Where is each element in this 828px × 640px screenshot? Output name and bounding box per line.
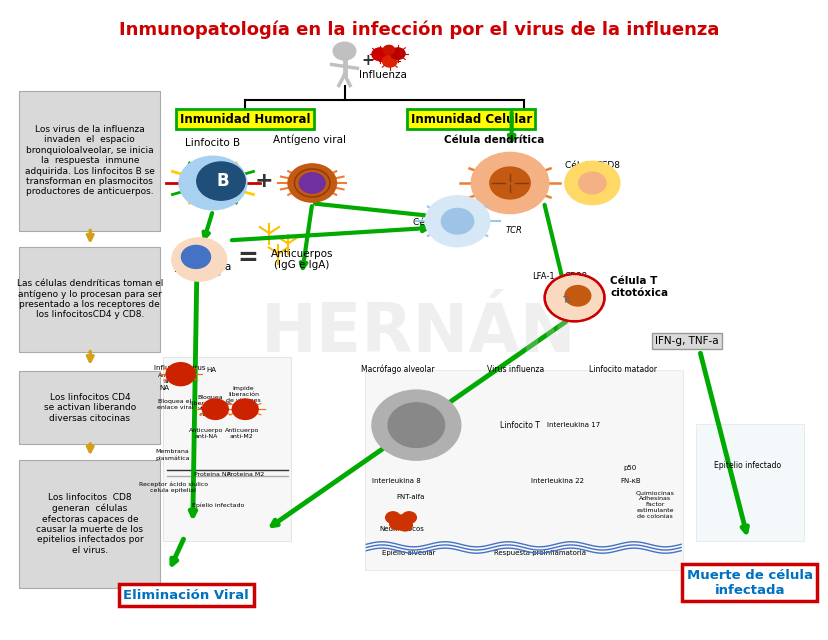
Text: Eliminación Viral: Eliminación Viral: [123, 589, 249, 602]
Circle shape: [470, 152, 548, 214]
Text: FNT-alfa: FNT-alfa: [396, 494, 425, 500]
Text: TCR: TCR: [505, 227, 522, 236]
Text: Proteina NA: Proteina NA: [195, 472, 231, 477]
Circle shape: [402, 512, 416, 524]
Text: HA: HA: [206, 367, 216, 372]
Circle shape: [232, 399, 258, 419]
Circle shape: [196, 162, 245, 200]
Text: Los virus de la influenza
invaden  el  espacio
bronquioloalveolar, se inicia
la : Los virus de la influenza invaden el esp…: [25, 125, 155, 196]
Circle shape: [564, 161, 619, 205]
Text: Anticuerpos
(IgG e IgA): Anticuerpos (IgG e IgA): [270, 249, 333, 270]
Text: Epitelio infectado: Epitelio infectado: [713, 461, 780, 470]
Circle shape: [440, 209, 473, 234]
Text: FN-κB: FN-κB: [619, 477, 640, 484]
Circle shape: [388, 403, 444, 447]
Text: Linfocito matador: Linfocito matador: [589, 365, 657, 374]
Circle shape: [181, 246, 210, 268]
Text: Interleukina 17: Interleukina 17: [546, 422, 599, 428]
Circle shape: [171, 238, 226, 281]
Circle shape: [166, 363, 195, 386]
Text: Proteina M2: Proteina M2: [226, 472, 263, 477]
Text: Epíelio alveolar: Epíelio alveolar: [382, 549, 436, 556]
Text: Linfocito B: Linfocito B: [185, 138, 240, 148]
Text: Virus influenza: Virus influenza: [487, 365, 544, 374]
Text: Antígeno viral: Antígeno viral: [273, 134, 346, 145]
Circle shape: [383, 45, 394, 54]
Text: Anticuerpo
anti-NA: Anticuerpo anti-NA: [189, 428, 224, 439]
Text: Célula T
citotóxica: Célula T citotóxica: [609, 276, 667, 298]
FancyBboxPatch shape: [162, 357, 291, 541]
Text: Linfocito T: Linfocito T: [499, 420, 539, 429]
Circle shape: [425, 196, 489, 246]
Circle shape: [372, 48, 388, 61]
FancyBboxPatch shape: [19, 460, 161, 588]
Text: Célula
plasmática: Célula plasmática: [174, 250, 231, 272]
FancyBboxPatch shape: [19, 371, 161, 444]
Text: Inmunidad Humoral: Inmunidad Humoral: [180, 113, 310, 126]
Text: Las células dendríticas toman el
antígeno y lo procesan para ser
presentado a lo: Las células dendríticas toman el antígen…: [17, 279, 163, 319]
Text: Receptor ácido síulico
celula epitelial: Receptor ácido síulico celula epitelial: [138, 481, 208, 493]
Text: Respuesta proinflamatoria: Respuesta proinflamatoria: [493, 550, 585, 556]
Text: Interleukina
23: Interleukina 23: [375, 435, 416, 447]
FancyBboxPatch shape: [695, 424, 803, 541]
Text: Impide
liberación
de viriones: Impide liberación de viriones: [226, 387, 261, 403]
Text: HERNÁN: HERNÁN: [261, 300, 576, 365]
Text: B: B: [216, 172, 229, 190]
Circle shape: [287, 164, 336, 202]
Text: Bloquea
liberación de
viriones
nuevos: Bloquea liberación de viriones nuevos: [190, 395, 231, 417]
Text: Influenza: Influenza: [358, 70, 406, 80]
Text: Bloquea el
enlace viral: Bloquea el enlace viral: [156, 399, 193, 410]
FancyBboxPatch shape: [19, 246, 161, 352]
Text: Anticuerpo
anti-HA: Anticuerpo anti-HA: [157, 373, 192, 384]
Circle shape: [299, 173, 325, 193]
Circle shape: [333, 42, 355, 60]
Text: IFN-g, TNF-a: IFN-g, TNF-a: [654, 336, 718, 346]
Text: TCR: TCR: [508, 198, 525, 207]
FancyBboxPatch shape: [19, 91, 161, 231]
Circle shape: [489, 167, 530, 199]
FancyBboxPatch shape: [364, 370, 682, 570]
Circle shape: [397, 520, 412, 531]
Text: Macrófago alveolar: Macrófago alveolar: [360, 365, 434, 374]
Circle shape: [382, 56, 397, 67]
Circle shape: [179, 156, 247, 210]
Text: =: =: [237, 246, 258, 270]
Text: Quimiocinas
Adhesinas
Factor
estimulante
de colonias: Quimiocinas Adhesinas Factor estimulante…: [635, 491, 674, 519]
Circle shape: [546, 276, 601, 319]
Text: Los linfocitos  CD8
generan  células
efectoras capaces de
causar la muerte de lo: Los linfocitos CD8 generan células efect…: [36, 493, 143, 555]
Circle shape: [389, 518, 404, 530]
Text: Neumococos: Neumococos: [379, 526, 424, 532]
Text: Inmunidad Celular: Inmunidad Celular: [410, 113, 532, 126]
Text: Célula TCD4: Célula TCD4: [412, 218, 468, 227]
Circle shape: [202, 399, 228, 419]
Text: To: To: [561, 296, 570, 305]
Text: Membrana
plasmática: Membrana plasmática: [155, 449, 190, 461]
Circle shape: [385, 512, 400, 524]
Text: Interleukina 22: Interleukina 22: [531, 477, 584, 484]
Text: LFA-1: LFA-1: [532, 272, 555, 281]
Text: Influenza virus: Influenza virus: [154, 365, 205, 371]
Text: NA: NA: [159, 385, 169, 391]
Text: Interleukina 8: Interleukina 8: [372, 477, 420, 484]
Text: Inmunopatología en la infección por el virus de la influenza: Inmunopatología en la infección por el v…: [118, 21, 718, 39]
Circle shape: [578, 172, 605, 194]
Text: +: +: [361, 52, 374, 67]
Circle shape: [390, 48, 405, 60]
Text: Célula dendrítica: Célula dendrítica: [443, 135, 543, 145]
Circle shape: [564, 285, 590, 306]
Text: CD28: CD28: [564, 272, 587, 281]
Circle shape: [372, 390, 460, 460]
Text: Epíelio infectado: Epíelio infectado: [192, 502, 244, 508]
Text: p50: p50: [623, 465, 636, 471]
Circle shape: [393, 515, 408, 527]
Text: Anticuerpo
anti-M2: Anticuerpo anti-M2: [224, 428, 259, 439]
Text: Muerte de célula
infectada: Muerte de célula infectada: [686, 568, 811, 596]
Text: Los linfocitos CD4
se activan liberando
diversas citocinas: Los linfocitos CD4 se activan liberando …: [44, 393, 136, 422]
Text: +: +: [254, 171, 272, 191]
Text: Célula TCD8: Célula TCD8: [564, 161, 619, 170]
